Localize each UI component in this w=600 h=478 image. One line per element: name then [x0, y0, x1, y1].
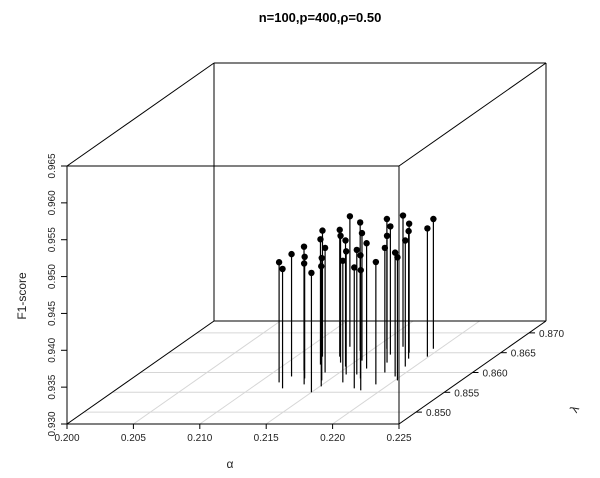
z-tick-label: 0.950: [47, 264, 58, 289]
chart-title: n=100,p=400,ρ=0.50: [259, 10, 382, 25]
box-edge: [398, 62, 547, 167]
data-point: [424, 225, 431, 232]
data-point: [300, 243, 308, 250]
data-point: [430, 215, 437, 223]
data-point: [342, 237, 349, 244]
data-point: [308, 269, 315, 277]
z-tick-label: 0.945: [47, 300, 58, 325]
data-point: [321, 244, 329, 252]
data-point: [339, 257, 347, 264]
data-point: [318, 254, 325, 262]
data-point: [357, 266, 364, 274]
data-point: [357, 252, 364, 259]
x-tick-label: 0.200: [54, 433, 79, 444]
data-points: [275, 212, 437, 393]
x-tick-label: 0.225: [386, 433, 411, 444]
data-point: [399, 212, 407, 219]
z-tick-label: 0.930: [47, 411, 58, 436]
data-point: [288, 250, 295, 258]
x-tick-label: 0.220: [320, 433, 345, 444]
data-point: [301, 253, 308, 261]
data-point: [356, 219, 364, 226]
data-point: [402, 237, 409, 244]
data-point: [358, 229, 366, 237]
data-point: [353, 246, 360, 254]
data-point: [383, 232, 391, 240]
data-point: [336, 226, 343, 234]
data-point: [318, 263, 325, 270]
z-axis-label: F1-score: [15, 272, 29, 320]
z-tick-label: 0.935: [47, 374, 58, 399]
box-edge: [66, 62, 215, 167]
y-tick-label: 0.860: [483, 369, 508, 380]
data-point: [317, 236, 324, 243]
z-tick-label: 0.955: [47, 227, 58, 252]
z-tick-label: 0.965: [47, 153, 58, 178]
data-point: [372, 258, 380, 266]
y-axis-label: λ: [567, 403, 582, 415]
data-point: [363, 240, 370, 247]
data-point: [405, 220, 413, 227]
data-point: [387, 223, 394, 230]
x-axis-label: α: [227, 457, 234, 471]
data-point: [405, 227, 412, 235]
data-point: [342, 248, 350, 255]
x-tick-label: 0.205: [121, 433, 146, 444]
z-tick-label: 0.960: [47, 190, 58, 215]
data-point: [346, 213, 354, 220]
y-tick-label: 0.865: [511, 349, 536, 360]
z-tick-label: 0.940: [47, 337, 58, 362]
data-point: [319, 227, 326, 234]
axis-ticks: 0.200 0.205 0.210 0.215 0.220 0.225 0.8500.855…: [47, 153, 565, 444]
data-point: [279, 265, 286, 273]
bounding-box: [66, 62, 547, 425]
data-point: [381, 244, 389, 252]
box-edge: [66, 320, 215, 425]
data-point: [275, 259, 283, 266]
y-tick-label: 0.870: [539, 329, 564, 340]
data-point: [337, 232, 344, 240]
x-tick-label: 0.210: [187, 433, 212, 444]
data-point: [351, 264, 358, 271]
y-tick-label: 0.855: [454, 388, 479, 399]
data-point: [300, 260, 308, 267]
x-tick-label: 0.215: [254, 433, 279, 444]
data-point: [383, 215, 391, 223]
y-tick-label: 0.850: [426, 408, 451, 419]
data-point: [394, 254, 401, 261]
